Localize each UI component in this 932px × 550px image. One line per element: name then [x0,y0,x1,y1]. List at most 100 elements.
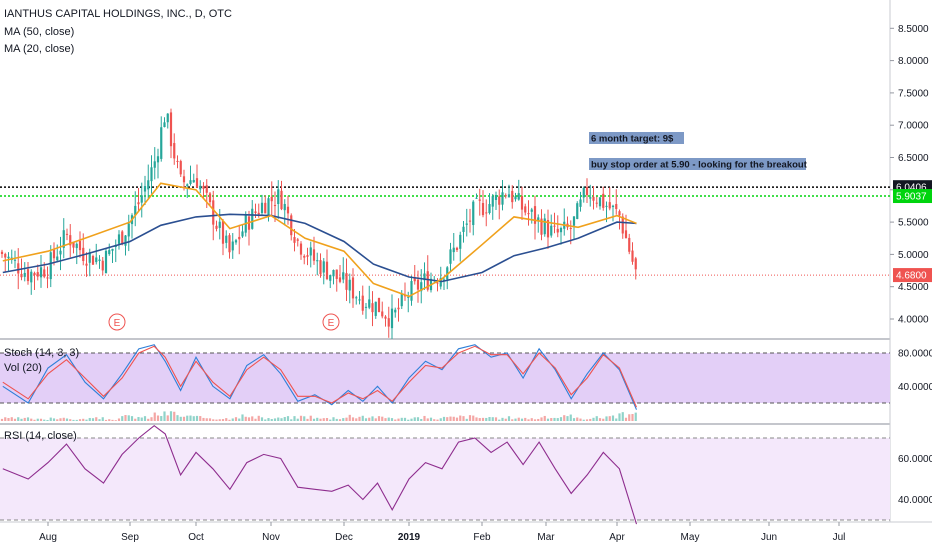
volume-bar [364,418,368,421]
volume-bar [452,416,455,421]
rsi-legend[interactable]: RSI (14, close) [4,430,77,442]
candle-body [104,250,108,274]
candle-body [78,240,82,251]
volume-bar [309,415,312,421]
candle-body [465,223,468,225]
volume-bar [7,418,10,421]
volume-bar [156,415,160,421]
price-tag-box [893,268,932,283]
volume-bar [439,418,442,421]
time-tick-label: Feb [473,532,491,543]
volume-bar [46,420,49,421]
candle-body [355,297,358,299]
volume-bar [478,418,481,421]
candle-body [303,255,306,258]
candle-body [150,167,153,182]
candle-body [475,197,478,199]
volume-bar [56,419,59,421]
volume-legend[interactable]: Vol (20) [4,362,42,374]
candle-body [121,231,124,245]
volume-bar [26,417,30,421]
price-tag-box [893,189,932,204]
volume-bar [608,416,611,421]
candle-body [286,206,290,214]
candle-body [602,193,605,208]
candle-body [215,225,218,229]
volume-bar [143,416,147,421]
volume-bar [173,411,176,421]
volume-bar [140,417,143,421]
volume-bar [319,418,322,421]
volume-bar [251,416,254,421]
candle-body [592,196,595,201]
volume-bar [504,418,507,421]
volume-bar [618,413,621,421]
volume-bar [59,418,62,421]
candle-body [26,269,30,282]
candle-body [335,269,338,279]
price-tick-label: 7.5000 [898,88,929,99]
volume-bar [254,418,257,421]
volume-bar [306,418,309,421]
volume-bar [195,415,199,421]
candle-body [348,279,351,291]
volume-bar [416,417,420,421]
volume-bar [384,418,387,421]
price-tag-label: 6.0406 [896,183,927,194]
candle-body [182,176,186,183]
candle-body [631,250,634,262]
stoch-d-line [2,345,638,408]
candle-body [384,316,387,319]
candle-body [23,272,26,277]
candle-body [351,277,355,299]
candle-body [585,187,589,196]
volume-bar [101,417,104,421]
candle-body [459,234,462,249]
candle-body [36,272,39,277]
candle-body [514,196,517,200]
candle-body [624,230,628,239]
volume-bar [111,419,114,421]
candle-body [205,185,208,193]
candle-body [56,256,59,261]
candle-body [550,225,553,236]
volume-bar [455,417,459,421]
candle-body [533,206,537,224]
volume-bar [520,418,524,421]
candle-body [153,161,156,168]
volume-bar [429,417,433,421]
volume-bar [163,411,166,421]
candle-body [416,279,420,290]
volume-bar [511,419,514,421]
volume-bar [556,418,559,421]
candle-body [358,299,361,301]
ma20-legend[interactable]: MA (20, close) [4,43,75,55]
stoch-legend[interactable]: Stoch (14, 3, 3) [4,347,80,359]
volume-bar [52,418,56,421]
volume-bar [527,419,530,421]
candle-body [436,282,439,284]
candle-body [186,184,189,186]
volume-bar [569,414,572,421]
volume-bar [403,417,407,421]
time-tick-label: May [681,532,700,543]
earnings-marker [108,313,126,331]
candle-body [452,247,455,253]
volume-bar [4,417,7,421]
volume-bar [387,417,390,421]
candle-body [156,156,160,163]
volume-bar [345,417,348,421]
candle-body [59,250,62,255]
candle-body [98,259,101,261]
candle-body [598,197,602,207]
candle-body [169,112,173,147]
candle-body [312,249,316,261]
candle-body [468,220,472,222]
volume-bar [329,419,332,421]
ma50-legend[interactable]: MA (50, close) [4,26,75,38]
candle-body [449,249,452,264]
volume-bar [316,417,319,421]
candle-body [462,226,465,232]
volume-bar [114,420,117,421]
volume-bar [65,418,69,421]
